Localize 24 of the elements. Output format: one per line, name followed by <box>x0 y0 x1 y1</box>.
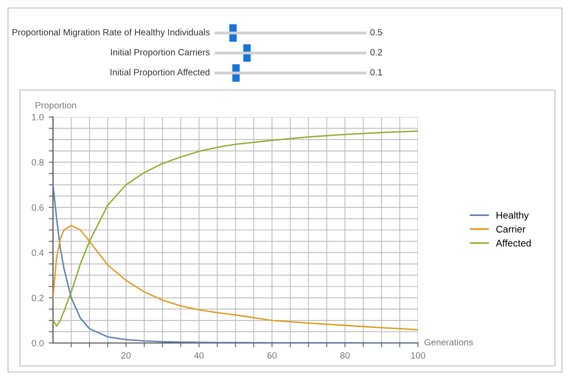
x-tick-label: 40 <box>194 352 204 359</box>
line-series <box>53 224 418 330</box>
text: Initial Proportion Affected <box>110 68 210 78</box>
y-tick-label: 0.8 <box>32 159 44 166</box>
line-series <box>53 130 418 327</box>
y-tick-label: 1.0 <box>32 114 44 120</box>
text: 0.2 <box>370 49 382 56</box>
y-tick-label: 0.4 <box>32 250 44 256</box>
x-tick-label: 60 <box>267 352 277 359</box>
x-axis-title: Generations <box>424 338 473 346</box>
y-axis-title: Proportion <box>36 102 76 110</box>
text: Proportional Migration Rate of Healthy Individuals <box>12 28 210 38</box>
y-tick-label: 0.0 <box>32 340 44 346</box>
x-tick-label: 100 <box>411 352 426 359</box>
text: Initial Proportion Carriers <box>110 48 210 58</box>
x-tick-label: 80 <box>340 352 350 359</box>
x-tick-label: 20 <box>121 352 131 359</box>
legend-label: Carrier <box>496 225 526 233</box>
legend-label: Healthy <box>496 212 529 221</box>
y-tick-label: 0.2 <box>32 294 44 302</box>
y-tick-label: 0.6 <box>32 204 44 211</box>
text: 0.1 <box>370 69 382 76</box>
text: 0.5 <box>370 29 382 36</box>
legend-label: Affected <box>496 239 531 247</box>
